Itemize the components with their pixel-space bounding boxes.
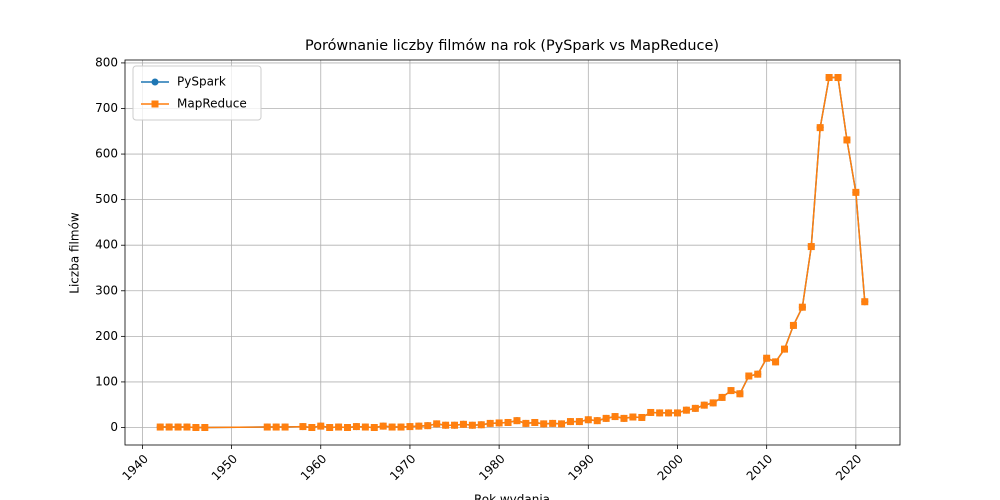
marker	[745, 372, 753, 380]
marker	[165, 423, 173, 431]
marker	[151, 100, 159, 108]
marker	[468, 421, 476, 429]
y-tick-label: 800	[95, 55, 118, 69]
marker	[558, 420, 566, 428]
marker	[852, 188, 860, 196]
marker	[656, 409, 664, 417]
marker	[459, 420, 467, 428]
marker	[299, 423, 307, 431]
marker	[843, 136, 851, 144]
marker	[575, 418, 583, 426]
marker	[629, 413, 637, 421]
marker	[754, 370, 762, 378]
marker	[397, 423, 405, 431]
marker	[540, 420, 548, 428]
y-tick-label: 0	[110, 420, 118, 434]
marker	[151, 78, 159, 86]
marker	[727, 387, 735, 395]
legend-label: MapReduce	[177, 97, 247, 111]
marker	[156, 423, 164, 431]
marker	[335, 423, 343, 431]
marker	[691, 404, 699, 412]
marker	[834, 74, 842, 81]
marker	[352, 423, 360, 431]
marker	[807, 243, 815, 251]
marker	[477, 421, 485, 429]
marker	[682, 406, 690, 414]
y-tick-label: 100	[95, 374, 118, 388]
marker	[370, 424, 378, 431]
marker	[504, 418, 512, 426]
marker	[495, 419, 503, 427]
marker	[424, 422, 432, 430]
marker	[789, 321, 797, 329]
marker	[798, 303, 806, 311]
marker	[361, 423, 369, 431]
y-tick-label: 200	[95, 329, 118, 343]
legend-frame	[132, 65, 262, 121]
marker	[192, 424, 200, 431]
marker	[647, 408, 655, 416]
x-axis-label: Rok wydania	[474, 493, 550, 500]
marker	[736, 390, 744, 398]
marker	[379, 422, 387, 430]
marker	[673, 409, 681, 417]
marker	[406, 423, 414, 431]
marker	[718, 393, 726, 401]
y-tick-label: 500	[95, 192, 118, 206]
marker	[620, 414, 628, 422]
y-tick-label: 600	[95, 147, 118, 161]
marker	[281, 423, 289, 431]
marker	[486, 419, 494, 427]
marker	[584, 416, 592, 424]
marker	[272, 423, 280, 431]
marker	[183, 423, 191, 431]
marker	[611, 413, 619, 421]
marker	[825, 74, 833, 81]
marker	[602, 414, 610, 422]
marker	[317, 422, 325, 430]
marker	[442, 421, 450, 429]
legend-label: PySpark	[177, 75, 226, 89]
y-tick-label: 400	[95, 238, 118, 252]
chart-title: Porównanie liczby filmów na rok (PySpark…	[305, 38, 719, 54]
marker	[593, 417, 601, 425]
marker	[388, 423, 396, 431]
marker	[549, 419, 557, 427]
marker	[566, 418, 574, 426]
marker	[263, 423, 271, 431]
marker	[816, 124, 824, 132]
plot-frame	[124, 59, 901, 446]
marker	[522, 419, 530, 427]
marker	[665, 409, 673, 417]
marker	[174, 423, 182, 431]
marker	[638, 413, 646, 421]
marker	[344, 424, 352, 431]
marker	[451, 421, 459, 429]
marker	[709, 399, 717, 407]
marker	[308, 424, 316, 431]
marker	[415, 422, 423, 430]
marker	[772, 358, 780, 366]
marker	[763, 354, 771, 362]
marker	[433, 420, 441, 428]
marker	[700, 401, 708, 409]
y-tick-label: 300	[95, 283, 118, 297]
marker	[513, 417, 521, 425]
marker	[201, 424, 209, 431]
legend: PySpark MapReduce	[132, 65, 262, 121]
marker	[326, 424, 334, 431]
marker	[861, 298, 869, 306]
marker	[781, 345, 789, 353]
y-tick-label: 700	[95, 101, 118, 115]
y-axis-label: Liczba filmów	[68, 212, 82, 294]
marker	[531, 418, 539, 426]
